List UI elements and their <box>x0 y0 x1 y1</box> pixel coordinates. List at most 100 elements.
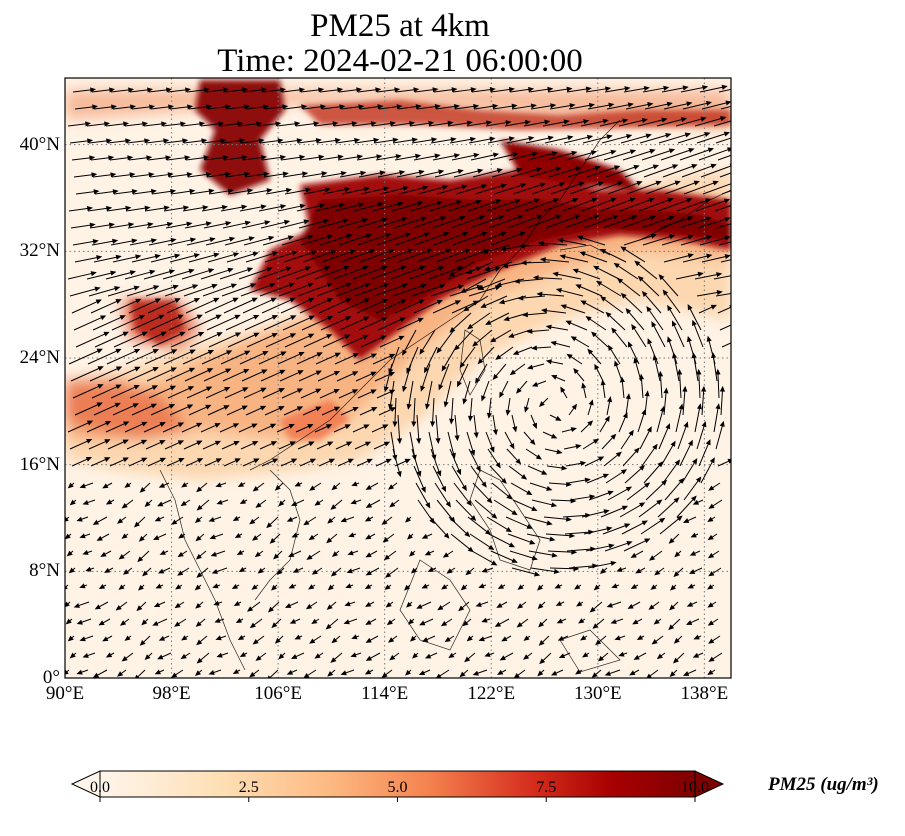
wind-vector-head <box>608 102 615 108</box>
wind-vector-shaft <box>696 422 706 450</box>
wind-vector-head <box>571 549 578 555</box>
wind-vector-shaft <box>602 523 630 535</box>
wind-vector-shaft <box>545 533 574 537</box>
wind-vector-shaft <box>679 440 693 467</box>
wind-vector-shaft <box>107 286 139 297</box>
wind-vector-shaft <box>643 164 678 178</box>
wind-vector-shaft <box>398 186 428 195</box>
wind-vector-head <box>649 555 656 561</box>
wind-vector-head <box>676 515 683 522</box>
wind-vector-head <box>211 569 218 574</box>
wind-vector-head <box>555 166 562 172</box>
wind-vector-shaft <box>357 233 391 246</box>
wind-vector-shaft <box>127 367 158 382</box>
wind-vector-shaft <box>638 198 673 212</box>
wind-vector-head <box>363 316 370 322</box>
wind-vector-head <box>473 432 479 439</box>
wind-vector-head <box>115 254 122 260</box>
wind-vector-head <box>211 283 218 289</box>
wind-vector-shaft <box>619 502 645 518</box>
wind-vector-head <box>579 251 586 257</box>
wind-vector-shaft <box>573 269 601 280</box>
wind-vector-head <box>616 567 623 572</box>
wind-vector-shaft <box>562 198 597 212</box>
wind-vector-head <box>137 556 144 563</box>
wind-vector-head <box>212 583 219 589</box>
wind-vector-head <box>118 554 125 560</box>
wind-vector-head <box>747 148 751 151</box>
wind-vector-head <box>389 407 397 412</box>
wind-vector-shaft <box>150 254 180 263</box>
wind-vector-head <box>311 250 318 256</box>
wind-vector-head <box>345 583 352 589</box>
wind-vector-head <box>551 151 558 157</box>
wind-vector-head <box>154 254 161 260</box>
wind-vector-head <box>422 637 429 642</box>
wind-vector-shaft <box>715 293 731 297</box>
wind-vector-shaft <box>241 221 270 229</box>
wind-vector-head <box>121 656 128 662</box>
wind-vector-head <box>420 385 426 392</box>
wind-vector-head <box>65 618 72 625</box>
wind-vector-head <box>360 170 367 176</box>
wind-vector-head <box>555 287 562 293</box>
wind-vector-head <box>309 638 316 644</box>
wind-vector-head <box>408 618 414 625</box>
wind-vector-head <box>264 220 271 226</box>
wind-vector-head <box>492 152 500 158</box>
wind-vector-shaft <box>683 477 702 501</box>
wind-vector-head <box>436 200 443 206</box>
wind-vector-head <box>563 119 570 125</box>
wind-vector-head <box>385 458 392 464</box>
wind-vector-shaft <box>397 414 401 443</box>
wind-vector-shaft <box>166 298 200 314</box>
wind-vector-head <box>180 121 187 127</box>
wind-vector-shaft <box>717 370 720 399</box>
wind-vector-head <box>459 361 466 369</box>
wind-vector-head <box>445 501 451 508</box>
wind-vector-head <box>637 275 644 282</box>
wind-vector-head <box>710 304 717 310</box>
wind-vector-head <box>102 636 109 642</box>
wind-vector-head <box>86 420 94 426</box>
wind-vector-head <box>669 604 676 611</box>
wind-vector-head <box>139 639 146 646</box>
wind-vector-head <box>253 458 260 464</box>
wind-vector-head <box>195 553 202 560</box>
wind-vector-head <box>530 103 537 109</box>
wind-vector-head <box>503 316 510 322</box>
wind-vector-head <box>298 351 305 357</box>
wind-vector-shaft <box>676 496 697 518</box>
wind-vector-head <box>112 189 119 195</box>
wind-vector-head <box>427 567 434 572</box>
wind-vector-head <box>346 441 353 447</box>
wind-vector-shaft <box>587 561 616 569</box>
wind-vector-head <box>401 217 408 222</box>
wind-vector-head <box>288 552 295 557</box>
wind-vector-head <box>379 170 386 176</box>
wind-vector-head <box>213 252 220 258</box>
wind-vector-shaft <box>529 167 561 178</box>
wind-vector-shaft <box>624 165 659 178</box>
wind-vector-head <box>388 637 395 643</box>
wind-vector-head <box>271 333 278 338</box>
wind-vector-shaft <box>431 397 435 426</box>
wind-vector-head <box>328 458 336 464</box>
wind-vector-head <box>144 138 151 144</box>
wind-vector-head <box>719 385 725 392</box>
wind-vector-head <box>516 167 523 173</box>
wind-vector-head <box>115 384 122 390</box>
wind-vector-head <box>109 87 116 93</box>
wind-vector-shaft <box>441 346 457 371</box>
wind-vector-head <box>285 603 292 608</box>
wind-vector-shaft <box>640 216 674 229</box>
wind-vector-head <box>432 87 439 93</box>
wind-vector-head <box>690 532 697 538</box>
wind-vector-head <box>464 248 471 254</box>
wind-vector-head <box>232 297 239 303</box>
wind-vector-head <box>106 138 113 144</box>
wind-vector-head <box>85 121 92 127</box>
wind-vector-head <box>539 658 546 665</box>
wind-vector-head <box>242 87 249 93</box>
wind-vector-head <box>682 385 688 392</box>
